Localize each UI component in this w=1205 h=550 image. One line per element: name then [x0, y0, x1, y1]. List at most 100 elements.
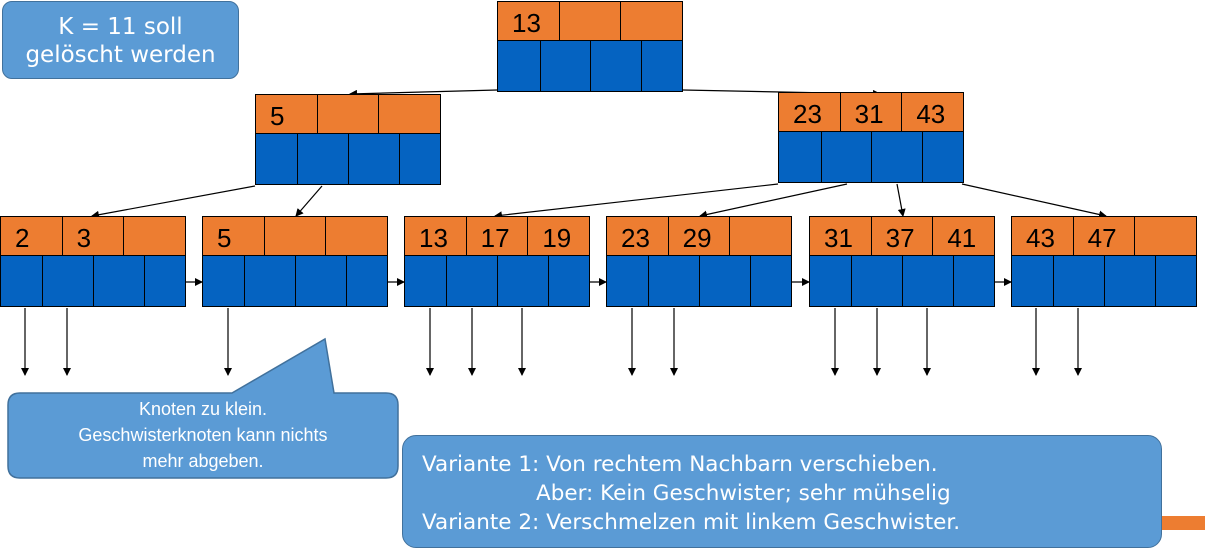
pointer-cell — [498, 256, 549, 306]
edge-l1b-leaf6 — [961, 183, 1107, 219]
key-cell: 41 — [933, 217, 995, 255]
inner-right-pointers — [778, 132, 964, 183]
leaf-pointers — [809, 256, 995, 307]
key-cell: 17 — [466, 217, 529, 255]
pointer-cell — [256, 134, 298, 184]
inner-node-right: 23 31 43 — [778, 92, 964, 183]
pointer-cell — [203, 256, 245, 306]
edge-l1b-leaf4 — [699, 183, 848, 219]
key-cell: 47 — [1073, 217, 1136, 255]
leaf-keys: 43 47 — [1011, 216, 1197, 256]
leaf-node-1: 2 3 — [0, 216, 186, 307]
key-cell: 5 — [256, 95, 318, 133]
inner-right-keys: 23 31 43 — [778, 92, 964, 132]
note-callout-bubble — [7, 337, 399, 479]
leaf-keys: 2 3 — [0, 216, 186, 256]
pointer-cell — [296, 256, 347, 306]
pointer-cell — [779, 132, 822, 182]
key-cell — [559, 2, 622, 40]
key-cell: 19 — [528, 217, 590, 255]
leaf-pointers — [404, 256, 590, 307]
pointer-cell — [751, 256, 791, 306]
pointer-cell — [649, 256, 700, 306]
pointer-cell — [954, 256, 994, 306]
pointer-cell — [852, 256, 903, 306]
leaf-keys: 5 — [202, 216, 388, 256]
key-cell: 5 — [203, 217, 265, 255]
pointer-cell — [903, 256, 954, 306]
inner-node-left: 5 — [255, 94, 441, 185]
pointer-cell — [1, 256, 43, 306]
root-pointers — [497, 41, 683, 92]
key-cell — [621, 2, 683, 40]
variants-box: Variante 1: Von rechtem Nachbarn verschi… — [402, 435, 1162, 548]
pointer-cell — [94, 256, 145, 306]
leaf-keys: 23 29 — [606, 216, 792, 256]
key-cell: 31 — [810, 217, 872, 255]
pointer-cell — [810, 256, 852, 306]
leaf-node-6: 43 47 — [1011, 216, 1197, 307]
inner-left-keys: 5 — [255, 94, 441, 134]
pointer-cell — [447, 256, 498, 306]
note-line-1: Knoten zu klein. — [138, 399, 268, 419]
pointer-cell — [400, 134, 440, 184]
title-box: K = 11 soll gelöscht werden — [2, 1, 239, 79]
pointer-cell — [549, 256, 589, 306]
key-cell: 3 — [62, 217, 125, 255]
note-line-3: mehr abgeben. — [142, 451, 264, 471]
key-cell — [1135, 217, 1197, 255]
key-cell — [730, 217, 792, 255]
note-line-2: Geschwisterknoten kann nichts — [78, 425, 328, 445]
key-cell: 23 — [779, 93, 841, 131]
key-cell: 29 — [668, 217, 731, 255]
edge-l1b-leaf5 — [896, 183, 906, 217]
key-cell — [379, 95, 441, 133]
pointer-cell — [642, 41, 682, 91]
leaf-pointers — [202, 256, 388, 307]
leaf-keys: 13 17 19 — [404, 216, 590, 256]
pointer-cell — [43, 256, 94, 306]
variant-2-line: Variante 2: Verschmelzen mit linkem Gesc… — [422, 510, 961, 535]
root-keys: 13 — [497, 1, 683, 41]
leaf-keys: 31 37 41 — [809, 216, 995, 256]
title-line-2: gelöscht werden — [25, 42, 216, 68]
key-cell — [264, 217, 327, 255]
variant-1-note: Aber: Kein Geschwister; sehr mühselig — [536, 481, 951, 506]
key-cell: 23 — [607, 217, 669, 255]
pointer-cell — [822, 132, 872, 182]
pointer-cell — [923, 132, 963, 182]
leaf-node-3: 13 17 19 — [404, 216, 590, 307]
note-callout-text: Knoten zu klein. Geschwisterknoten kann … — [8, 396, 398, 474]
pointer-cell — [298, 134, 349, 184]
key-cell — [124, 217, 186, 255]
pointer-cell — [591, 41, 642, 91]
pointer-cell — [498, 41, 541, 91]
key-cell: 13 — [405, 217, 467, 255]
leaf-pointers — [0, 256, 186, 307]
leaf-node-4: 23 29 — [606, 216, 792, 307]
edge-l1a-leaf2 — [295, 185, 323, 217]
leaf-pointers — [1011, 256, 1197, 307]
inner-left-pointers — [255, 134, 441, 185]
pointer-cell — [1156, 256, 1196, 306]
pointer-cell — [872, 132, 923, 182]
leaf-node-2: 5 — [202, 216, 388, 307]
pointer-cell — [405, 256, 447, 306]
key-cell: 13 — [498, 2, 560, 40]
pointer-cell — [1012, 256, 1054, 306]
key-cell — [317, 95, 380, 133]
key-cell: 43 — [902, 93, 964, 131]
key-cell — [326, 217, 388, 255]
pointer-cell — [347, 256, 387, 306]
pointer-cell — [349, 134, 400, 184]
edge-l1a-leaf1 — [91, 185, 256, 219]
pointer-cell — [245, 256, 296, 306]
pointer-cell — [1054, 256, 1105, 306]
root-node: 13 — [497, 1, 683, 92]
key-cell: 2 — [1, 217, 63, 255]
key-cell: 31 — [840, 93, 903, 131]
pointer-cell — [145, 256, 185, 306]
pointer-cell — [700, 256, 751, 306]
pointer-cell — [1105, 256, 1156, 306]
pointer-cell — [607, 256, 649, 306]
